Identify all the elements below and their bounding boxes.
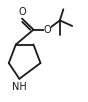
Text: NH: NH [12, 82, 27, 92]
Text: O: O [18, 7, 26, 17]
Text: O: O [44, 25, 51, 35]
